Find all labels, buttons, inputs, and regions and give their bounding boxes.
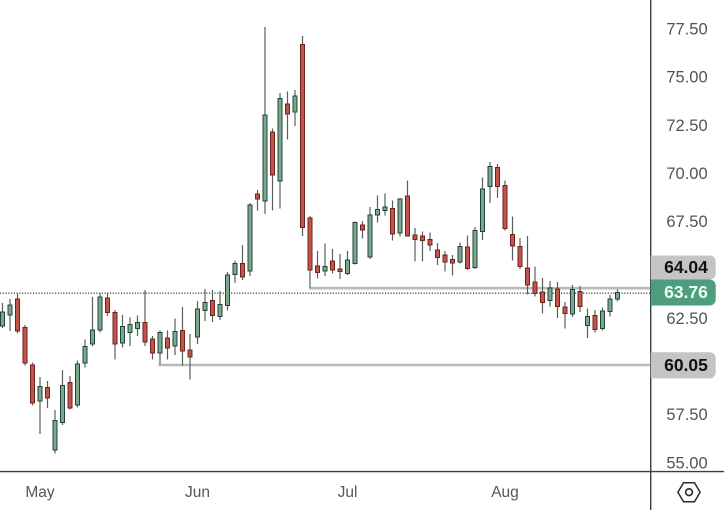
svg-text:67.50: 67.50 [666, 213, 707, 231]
svg-text:57.50: 57.50 [666, 406, 707, 424]
svg-text:60.05: 60.05 [664, 355, 708, 375]
svg-text:Jun: Jun [185, 484, 210, 501]
svg-text:64.04: 64.04 [664, 257, 708, 277]
svg-text:55.00: 55.00 [666, 455, 707, 473]
svg-text:72.50: 72.50 [666, 117, 707, 135]
svg-text:63.76: 63.76 [664, 282, 708, 302]
svg-text:May: May [25, 484, 55, 501]
svg-text:77.50: 77.50 [666, 21, 707, 39]
svg-text:Jul: Jul [338, 484, 358, 501]
svg-text:Aug: Aug [491, 484, 519, 501]
svg-text:75.00: 75.00 [666, 69, 707, 87]
svg-text:62.50: 62.50 [666, 310, 707, 328]
svg-text:70.00: 70.00 [666, 165, 707, 183]
